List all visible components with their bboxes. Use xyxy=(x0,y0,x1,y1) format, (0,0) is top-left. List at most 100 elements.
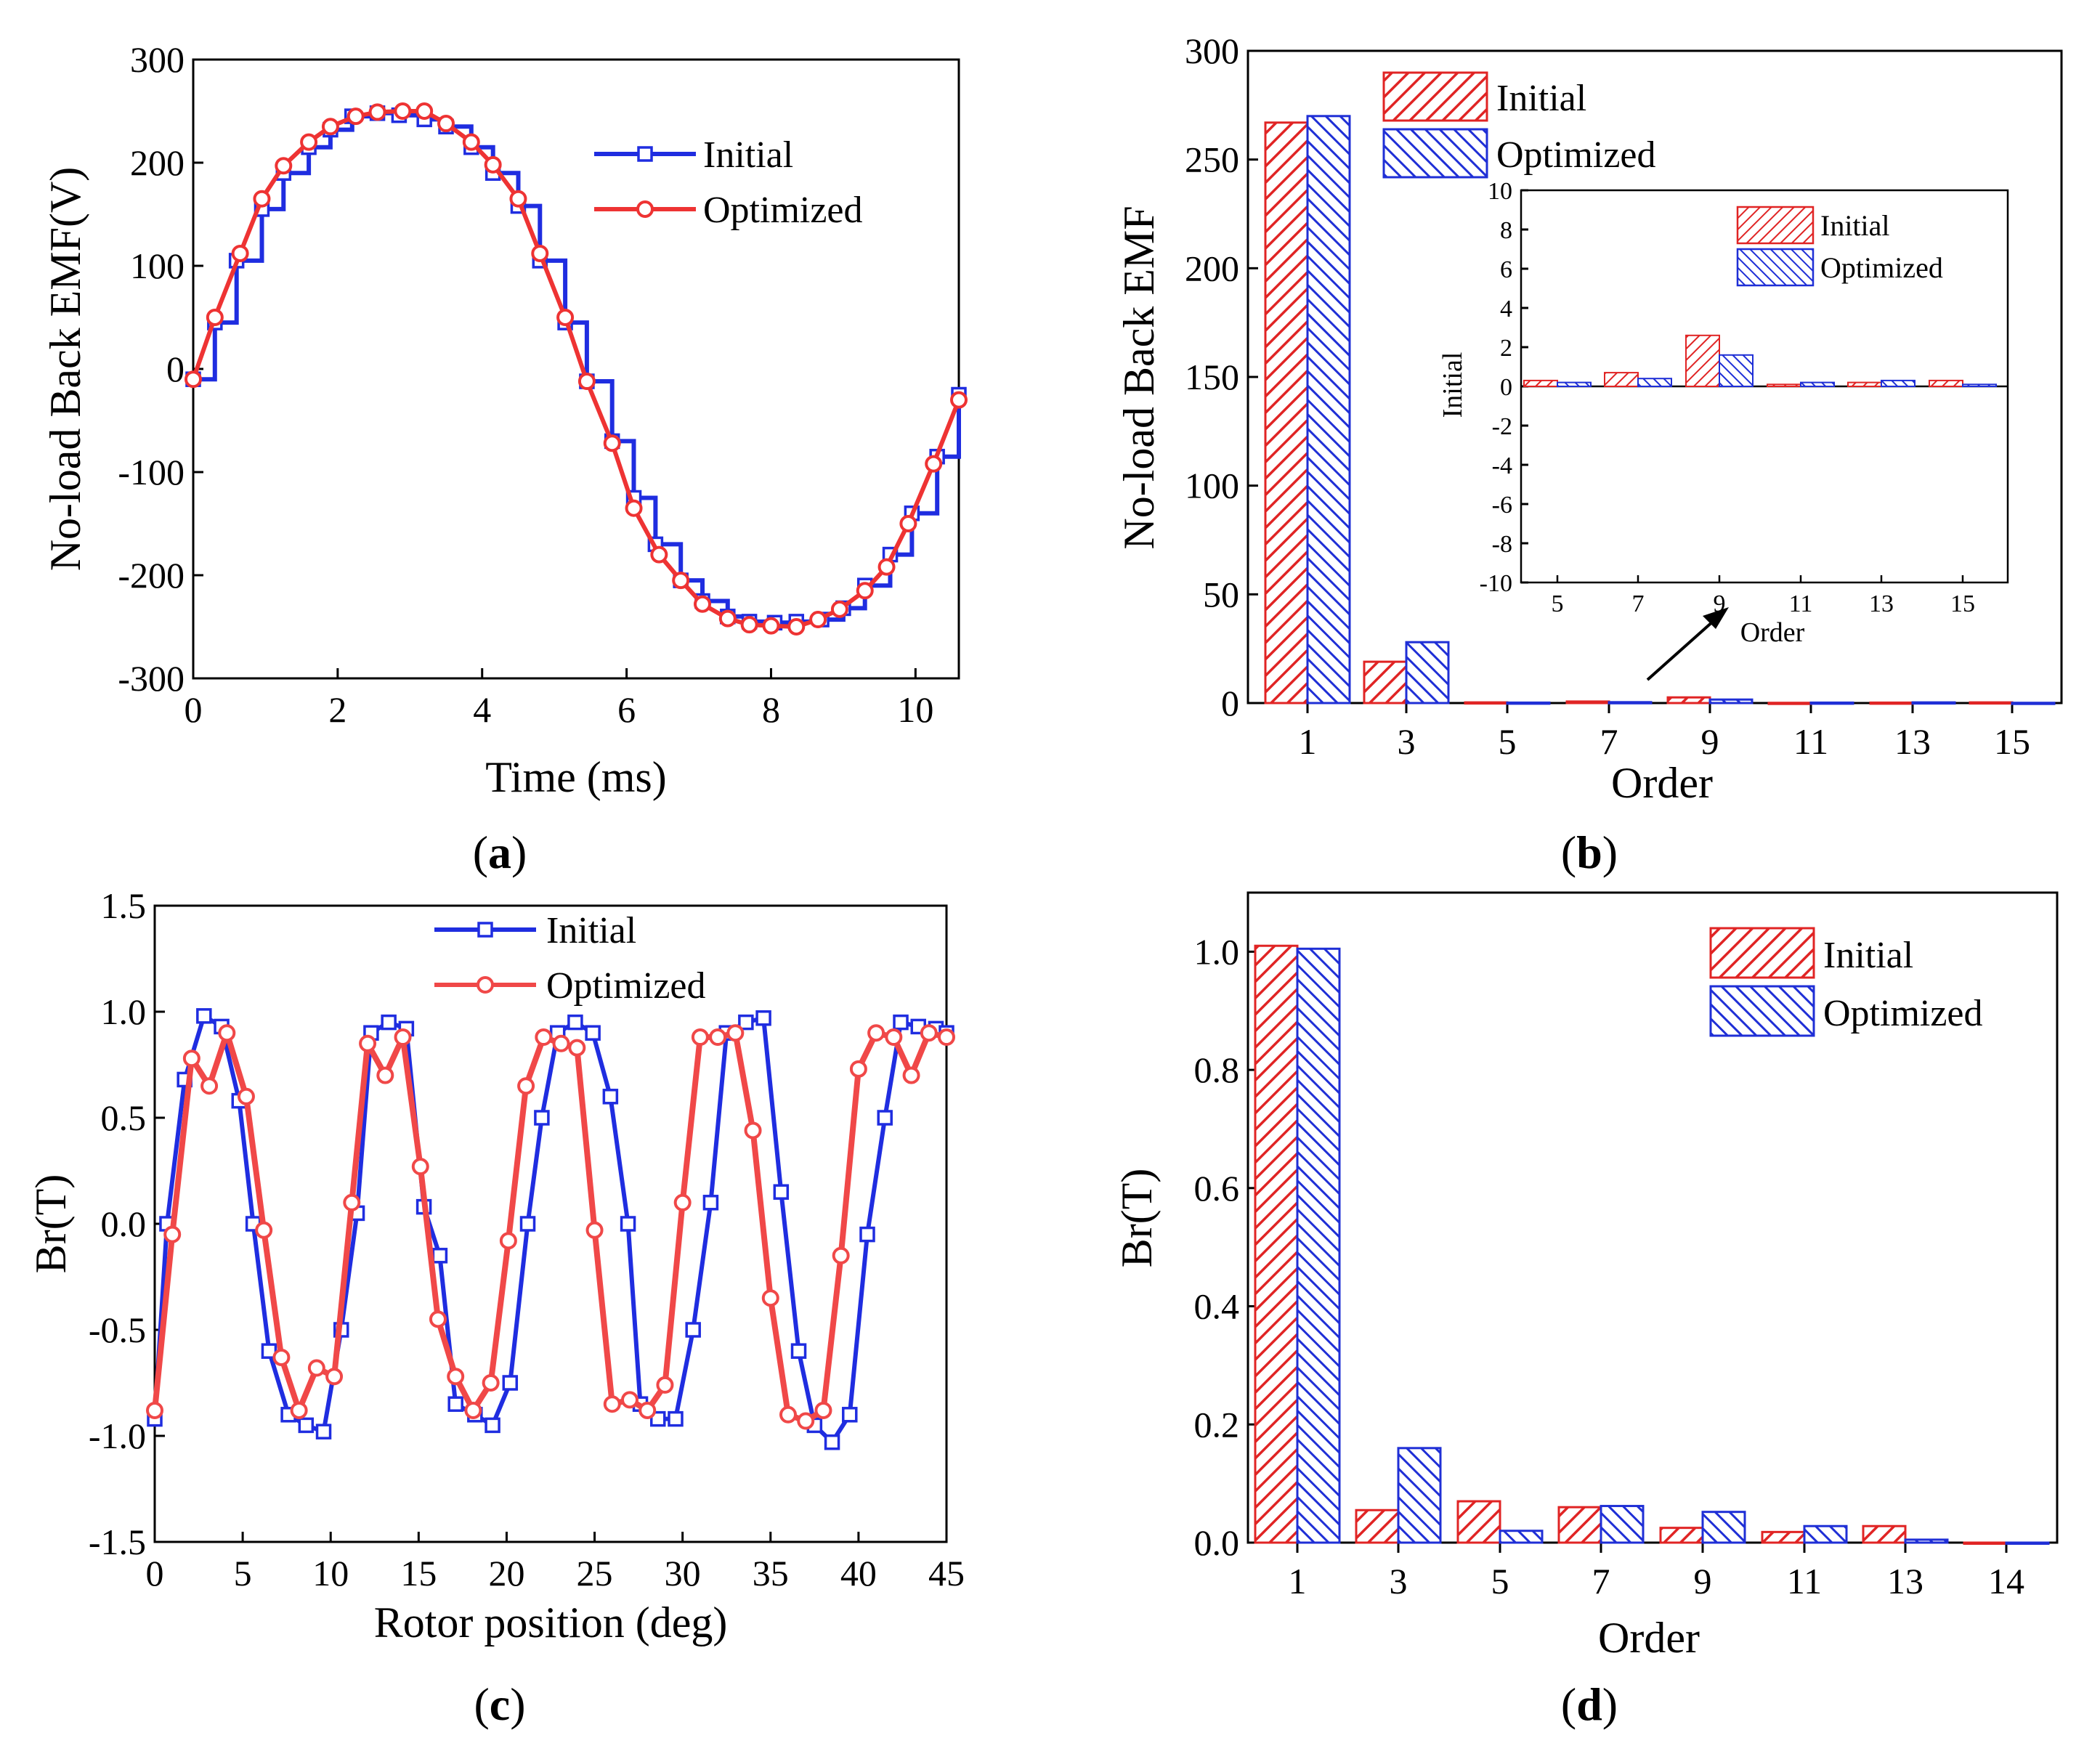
y-tick-label-d: 0.4 xyxy=(1194,1286,1240,1327)
x-tick-label-a: 0 xyxy=(185,689,203,730)
data-point-initial-c xyxy=(790,1343,807,1359)
data-point-optimized-c xyxy=(163,1225,182,1243)
data-point-optimized-c xyxy=(482,1374,500,1392)
series-a xyxy=(185,102,968,635)
data-point-optimized-a xyxy=(346,107,365,126)
bar-initial-d xyxy=(1659,1527,1704,1544)
bar-optimized-d xyxy=(1499,1530,1544,1544)
bar-initial-d xyxy=(1761,1530,1806,1544)
y-tick-label-b-inset: 6 xyxy=(1500,256,1512,283)
legend-b: Initial Optimized xyxy=(1382,71,1656,179)
inset-x-tick-label-b: 15 xyxy=(1950,590,1975,617)
data-point-optimized-c xyxy=(359,1034,377,1052)
data-point-optimized-c xyxy=(656,1376,674,1394)
bar-initial-d xyxy=(1862,1524,1907,1544)
data-point-initial-c xyxy=(877,1110,893,1126)
bar-optimized-b xyxy=(1809,701,1854,705)
y-tick-label-b: 250 xyxy=(1185,139,1239,180)
y-tick-label-b-inset: -6 xyxy=(1492,492,1512,519)
data-point-optimized-c xyxy=(146,1401,163,1419)
data-point-optimized-a xyxy=(877,558,896,576)
inset-bar-initial-b xyxy=(1523,379,1558,388)
bar-optimized-b xyxy=(1708,698,1754,704)
inset-legend-label-optimized-b: Optimized xyxy=(1820,251,1943,284)
data-point-optimized-a xyxy=(321,118,339,136)
y-tick-label-b-inset: -10 xyxy=(1480,570,1512,597)
x-tick-label-b: 3 xyxy=(1398,721,1416,762)
data-point-optimized-a xyxy=(718,609,737,628)
x-tick-label-d: 3 xyxy=(1390,1561,1408,1601)
data-point-optimized-c xyxy=(464,1401,482,1419)
data-point-optimized-a xyxy=(437,115,455,133)
data-point-optimized-c xyxy=(517,1077,535,1095)
data-point-optimized-c xyxy=(552,1034,570,1052)
inset-bar-optimized-b xyxy=(1800,381,1835,387)
data-point-optimized-c xyxy=(709,1028,727,1047)
legend-swatch-optimized-d xyxy=(1709,985,1815,1037)
data-point-optimized-c xyxy=(343,1193,361,1211)
legend-label-initial-b: Initial xyxy=(1496,78,1586,119)
x-tick-label-c: 10 xyxy=(312,1553,349,1593)
bar-initial-b xyxy=(1869,701,1914,705)
legend-label-initial-d: Initial xyxy=(1823,935,1913,976)
legend-a: Initial Optimized xyxy=(594,134,863,231)
inset-bar-optimized-b xyxy=(1719,354,1754,387)
inset-bar-initial-b xyxy=(1604,372,1639,387)
y-tick-label-d: 0.6 xyxy=(1194,1168,1240,1209)
data-point-optimized-c xyxy=(603,1395,621,1413)
y-tick-label-b-inset: -4 xyxy=(1492,452,1512,479)
data-point-initial-c xyxy=(702,1195,719,1211)
legend-label-initial-c: Initial xyxy=(546,910,636,951)
bar-optimized-d xyxy=(1397,1447,1442,1544)
y-tick-label-b: 100 xyxy=(1185,466,1239,506)
inset-x-tick-label-b: 7 xyxy=(1632,590,1645,617)
inset-pointer-arrow xyxy=(1646,619,1716,681)
x-tick-label-d: 1 xyxy=(1289,1561,1307,1601)
inset-bar-initial-b xyxy=(1767,383,1801,387)
legend-swatch-initial-d xyxy=(1709,927,1815,979)
legend-d: Initial Optimized xyxy=(1709,927,1983,1037)
inset-x-tick-label-b: 13 xyxy=(1869,590,1894,617)
data-point-optimized-c xyxy=(272,1348,291,1366)
bar-optimized-d xyxy=(1701,1511,1746,1544)
legend-label-optimized-b: Optimized xyxy=(1496,134,1656,176)
y-tick-label-b: 200 xyxy=(1185,248,1239,288)
inset-legend-swatch-optimized-b xyxy=(1736,248,1815,287)
data-point-initial-c xyxy=(519,1216,536,1232)
inset-pointer-arrowhead xyxy=(1703,607,1729,629)
data-point-optimized-c xyxy=(744,1121,762,1140)
bar-optimized-d xyxy=(1600,1505,1645,1544)
x-tick-label-a: 2 xyxy=(328,689,346,730)
data-point-optimized-c xyxy=(761,1289,779,1307)
data-point-optimized-a xyxy=(603,434,621,452)
data-point-optimized-c xyxy=(376,1066,394,1084)
data-point-optimized-c xyxy=(638,1401,657,1419)
data-point-optimized-a xyxy=(300,133,318,151)
inset-bar-optimized-b xyxy=(1637,378,1672,388)
bar-optimized-b xyxy=(1506,701,1551,705)
x-tick-label-b: 13 xyxy=(1894,721,1931,762)
bar-optimized-d xyxy=(1904,1538,1949,1544)
bar-initial-d xyxy=(1355,1508,1400,1544)
x-tick-label-d: 14 xyxy=(1988,1561,2024,1601)
x-tick-label-a: 6 xyxy=(617,689,636,730)
panel-d: 0.00.20.40.60.81.01 3 5 7 9 11 13 14 InitialOpt… xyxy=(1113,891,2059,1730)
data-point-initial-c xyxy=(620,1216,636,1232)
data-point-optimized-a xyxy=(830,600,848,618)
data-point-optimized-c xyxy=(621,1391,638,1409)
data-point-initial-c xyxy=(534,1110,550,1126)
data-point-optimized-c xyxy=(411,1158,429,1176)
x-axis-label-b: Order xyxy=(1611,759,1713,807)
y-tick-label-b: 300 xyxy=(1185,31,1239,71)
data-point-optimized-c xyxy=(499,1232,517,1250)
data-point-initial-c xyxy=(893,1014,909,1031)
legend-label-optimized-a: Optimized xyxy=(703,190,863,231)
x-tick-label-b: 5 xyxy=(1499,721,1517,762)
bars-d xyxy=(1254,944,2050,1545)
inset-bar-optimized-b xyxy=(1557,381,1592,387)
y-tick-label-b-inset: 10 xyxy=(1488,178,1512,205)
data-point-optimized-a xyxy=(762,617,780,635)
y-axis-label-c: Br(T) xyxy=(27,1174,75,1274)
data-point-initial-c xyxy=(485,1417,500,1434)
x-tick-label-d: 11 xyxy=(1787,1561,1822,1601)
